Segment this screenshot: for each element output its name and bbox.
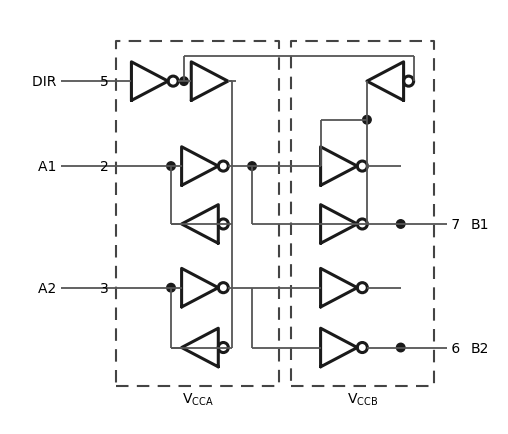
Text: DIR: DIR [32,75,61,89]
Circle shape [363,116,371,125]
Circle shape [396,343,405,352]
Text: A1: A1 [38,160,61,174]
Circle shape [248,162,257,171]
Text: A2: A2 [38,281,61,295]
Circle shape [167,162,175,171]
Text: 5: 5 [100,75,108,89]
Circle shape [180,78,188,86]
Text: B1: B1 [470,217,489,231]
Text: 7: 7 [447,217,460,231]
Text: V$_{\sf CCB}$: V$_{\sf CCB}$ [346,391,378,407]
Text: 6: 6 [447,341,460,355]
Text: 2: 2 [100,160,108,174]
Circle shape [167,284,175,292]
Circle shape [396,220,405,229]
Text: V$_{\sf CCA}$: V$_{\sf CCA}$ [182,391,214,407]
Text: B2: B2 [470,341,489,355]
Text: 3: 3 [100,281,108,295]
